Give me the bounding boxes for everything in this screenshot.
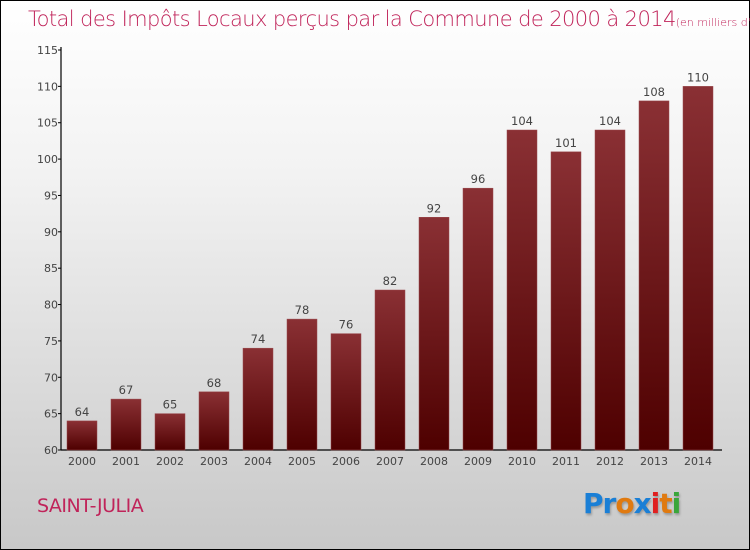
bar-2011 [550, 151, 582, 451]
y-tick-label: 110 [37, 80, 58, 93]
x-tick-label: 2003 [200, 455, 228, 468]
bar-2009 [462, 187, 494, 451]
y-tick-label: 65 [44, 408, 58, 421]
commune-name: SAINT-JULIA [37, 495, 144, 517]
data-label-2012: 104 [599, 114, 621, 128]
bar-2012 [594, 129, 626, 451]
x-tick-label: 2008 [420, 455, 448, 468]
data-label-2005: 78 [295, 303, 310, 317]
x-tick-label: 2004 [244, 455, 272, 468]
x-tick-label: 2005 [288, 455, 316, 468]
data-label-2008: 92 [427, 201, 442, 215]
bar-2004 [242, 347, 274, 451]
data-label-2014: 110 [687, 70, 709, 84]
x-tick-label: 2000 [68, 455, 96, 468]
y-tick-label: 95 [44, 189, 58, 202]
data-label-2006: 76 [339, 318, 354, 332]
y-tick-label: 90 [44, 226, 58, 239]
bar-2005 [286, 318, 318, 451]
data-label-2011: 101 [555, 136, 577, 150]
unit-label: (en milliers d'€) [675, 16, 750, 29]
x-tick-label: 2012 [596, 455, 624, 468]
y-tick-label: 70 [44, 371, 58, 384]
x-tick-label: 2013 [640, 455, 668, 468]
x-tick-label: 2009 [464, 455, 492, 468]
data-label-2003: 68 [207, 376, 222, 390]
data-label-2001: 67 [119, 383, 134, 397]
y-tick-label: 85 [44, 262, 58, 275]
y-tick-label: 60 [44, 444, 58, 457]
bar-2006 [330, 333, 362, 451]
bar-2001 [110, 398, 142, 451]
x-tick-label: 2011 [552, 455, 580, 468]
x-tick-label: 2006 [332, 455, 360, 468]
bar-2007 [374, 289, 406, 451]
x-tick-label: 2010 [508, 455, 536, 468]
title-text: Total des Impôts Locaux perçus par la Co… [28, 7, 676, 31]
bar-2002 [154, 413, 186, 451]
x-tick-label: 2014 [684, 455, 712, 468]
y-tick-label: 75 [44, 335, 58, 348]
bar-2000 [66, 420, 98, 451]
proxiti-logo: Proxiti [583, 487, 681, 520]
bar-2013 [638, 100, 670, 451]
data-label-2007: 82 [383, 274, 398, 288]
x-tick-label: 2002 [156, 455, 184, 468]
data-label-2009: 96 [471, 172, 486, 186]
y-tick-label: 115 [37, 44, 58, 57]
x-tick-label: 2001 [112, 455, 140, 468]
y-tick-label: 105 [37, 117, 58, 130]
chart-title: Total des Impôts Locaux perçus par la Co… [28, 7, 750, 31]
data-label-2000: 64 [75, 405, 90, 419]
bar-2010 [506, 129, 538, 451]
x-tick-label: 2007 [376, 455, 404, 468]
bar-2008 [418, 217, 450, 451]
data-label-2004: 74 [251, 332, 266, 346]
data-label-2010: 104 [511, 114, 533, 128]
y-tick-label: 80 [44, 299, 58, 312]
data-label-2002: 65 [163, 398, 178, 412]
data-label-2013: 108 [643, 85, 665, 99]
bar-2003 [198, 391, 230, 451]
bar-2014 [682, 86, 714, 451]
y-tick-label: 100 [37, 153, 58, 166]
